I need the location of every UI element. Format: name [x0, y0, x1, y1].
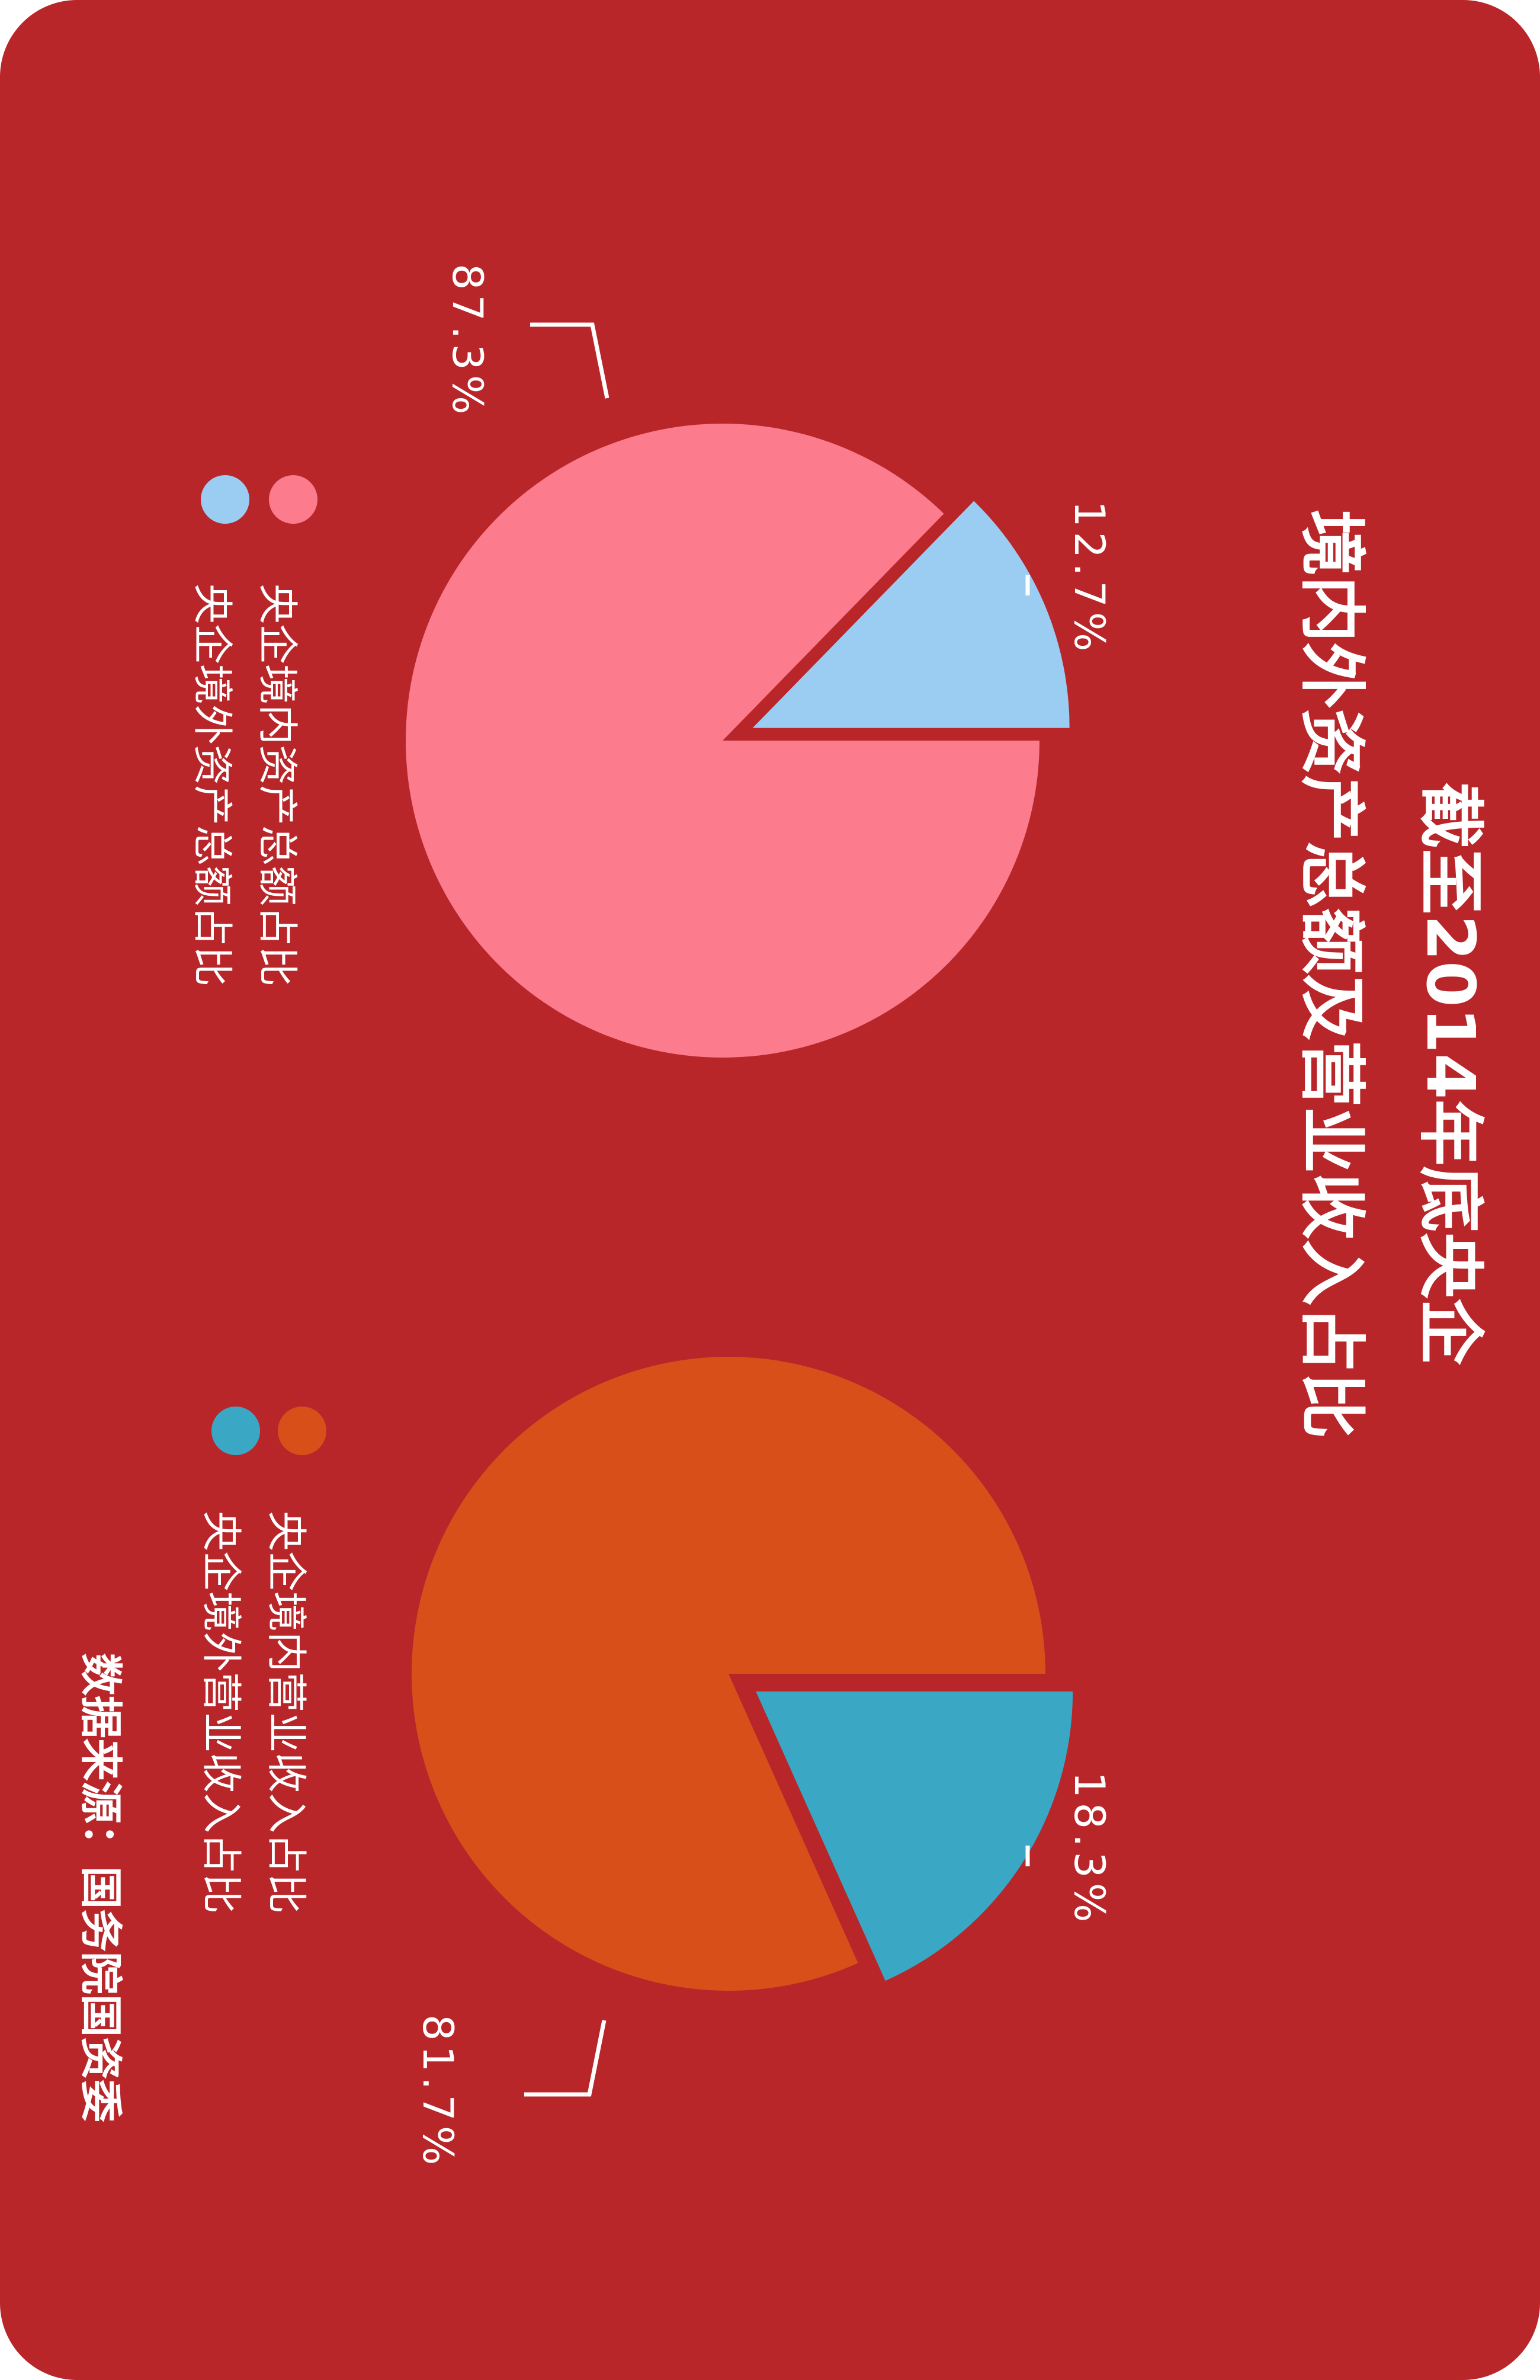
legend-label-overseas-assets: 央企境外资产总额占比: [188, 584, 235, 986]
legend-dot-overseas-revenue: [211, 1407, 260, 1455]
data-label-domestic-assets: 87.3%: [443, 264, 492, 419]
leader-line-domestic-revenue: [524, 2020, 607, 2097]
pie-slice-domestic-assets: [406, 424, 1040, 1058]
legend-label-domestic-assets: 央企境内资产总额占比: [254, 584, 300, 986]
label-group-81-7: 81.7%: [413, 2014, 462, 2170]
label-group-87-3: 87.3%: [443, 264, 492, 419]
legend-dot-domestic-assets: [269, 475, 317, 524]
legend-dot-overseas-assets: [201, 475, 249, 524]
legend-label-group-1a: 央企境内资产总额占比: [254, 584, 300, 986]
data-label-overseas-revenue: 18.3%: [1065, 1772, 1114, 1927]
pie-slice-domestic-revenue: [412, 1357, 1045, 1991]
title-line-1: 截至2014年底央企: [1411, 782, 1488, 1366]
legend-label-group-2a: 央企境内营业收入占比: [262, 1511, 309, 1914]
legend-label-group-1b: 央企境外资产总额占比: [188, 584, 235, 986]
legend-label-group-2b: 央企境外营业收入占比: [197, 1511, 244, 1914]
title-line-2: 境内外资产总额及营业收入占比: [1293, 510, 1370, 1439]
label-group-12-7: 12.7%: [1065, 501, 1114, 656]
source-note-group: 数据来源：国务院国资委: [76, 1653, 126, 2122]
legend-label-overseas-revenue: 央企境外营业收入占比: [197, 1511, 244, 1914]
legend-dot-domestic-revenue: [278, 1407, 326, 1455]
pie-slice-overseas-assets: [752, 501, 1070, 728]
title-line-1-group: 截至2014年底央企: [1411, 782, 1488, 1366]
pie-chart-revenue: [412, 1357, 1073, 1991]
pie-chart-assets: [406, 424, 1070, 1058]
data-label-domestic-revenue: 81.7%: [413, 2014, 462, 2170]
leader-line-domestic-assets: [530, 322, 609, 399]
source-note: 数据来源：国务院国资委: [76, 1653, 126, 2122]
legend-label-domestic-revenue: 央企境内营业收入占比: [262, 1511, 309, 1914]
title-line-2-group: 境内外资产总额及营业收入占比: [1293, 510, 1370, 1439]
data-label-overseas-assets: 12.7%: [1065, 501, 1114, 656]
pie-slice-overseas-revenue: [756, 1691, 1073, 1981]
label-group-18-3: 18.3%: [1065, 1772, 1114, 1927]
